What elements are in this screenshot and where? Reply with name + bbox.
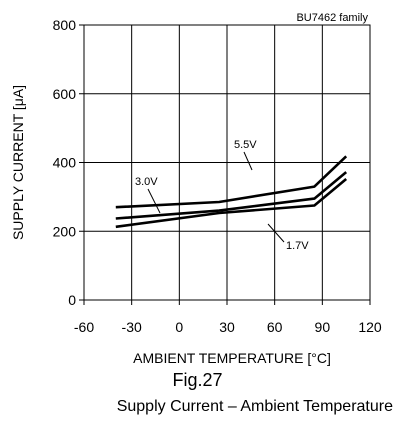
series-line-1-7v xyxy=(115,178,348,229)
figure-number: Fig.27 xyxy=(172,370,223,390)
series-line-5-5v xyxy=(115,155,348,209)
x-axis-label: AMBIENT TEMPERATURE [°C] xyxy=(133,350,331,366)
y-axis-label: SUPPLY CURRENT [μA] xyxy=(10,85,26,240)
series-leader-line xyxy=(147,188,161,214)
x-tick-label: -30 xyxy=(122,319,142,335)
series-label: 1.7V xyxy=(286,240,309,252)
y-tick-label: 400 xyxy=(53,155,77,171)
series-leader-line xyxy=(243,151,253,171)
y-tick-label: 200 xyxy=(53,223,77,239)
figure-caption: Supply Current – Ambient Temperature xyxy=(116,398,393,415)
x-tick-label: 120 xyxy=(358,319,382,335)
y-tick-label: 600 xyxy=(53,86,77,102)
series-leader-line xyxy=(267,223,285,243)
chart: -60 -30 0 30 60 90 120 0 200 400 600 800 5.5V 3.0V 1.… xyxy=(10,12,382,366)
x-tick-label: 30 xyxy=(219,319,235,335)
x-tick-label: 90 xyxy=(315,319,331,335)
series-lines xyxy=(115,155,348,229)
x-tick-label: 60 xyxy=(267,319,283,335)
y-tick-label: 0 xyxy=(68,292,76,308)
family-note: BU7462 family xyxy=(296,12,368,24)
y-tick-label: 800 xyxy=(53,17,77,33)
series-line-3-0v xyxy=(115,171,348,220)
axis-ticks: -60 -30 0 30 60 90 120 0 200 400 600 800 xyxy=(53,17,382,335)
series-label: 3.0V xyxy=(135,176,158,188)
x-tick-label: 0 xyxy=(175,319,183,335)
series-label: 5.5V xyxy=(234,139,257,151)
series-labels: 5.5V 3.0V 1.7V xyxy=(135,139,309,252)
grid xyxy=(84,25,370,300)
x-tick-label: -60 xyxy=(74,319,94,335)
